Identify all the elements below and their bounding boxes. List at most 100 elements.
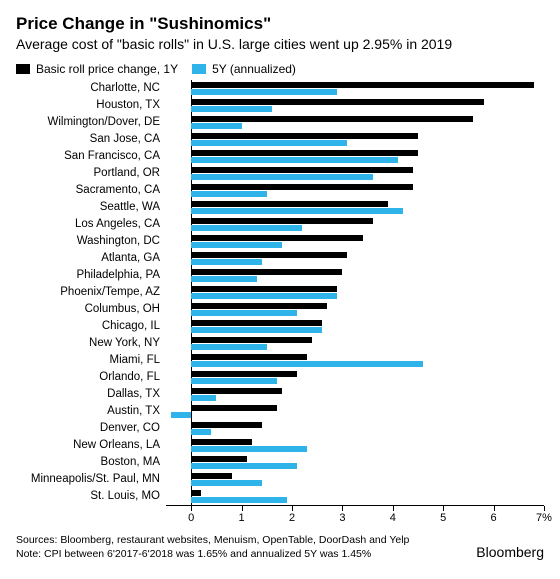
bar — [191, 337, 312, 343]
row-bars — [166, 250, 544, 267]
row-label: Los Angeles, CA — [16, 216, 166, 233]
row-label: Houston, TX — [16, 97, 166, 114]
bar — [191, 89, 337, 95]
bar — [191, 150, 418, 156]
bar — [191, 354, 307, 360]
row-bars — [166, 80, 544, 97]
row-label: Miami, FL — [16, 352, 166, 369]
x-tick — [292, 506, 293, 511]
bar — [191, 439, 251, 445]
row-bars — [166, 454, 544, 471]
bar — [191, 361, 423, 367]
row-label: Sacramento, CA — [16, 182, 166, 199]
bar — [191, 259, 262, 265]
x-tick-label: 0 — [188, 512, 194, 524]
bar — [191, 446, 307, 452]
bar — [191, 133, 418, 139]
bar — [171, 412, 191, 418]
footer-text: Sources: Bloomberg, restaurant websites,… — [16, 533, 409, 561]
bar — [191, 174, 372, 180]
bar — [191, 473, 231, 479]
row-bars — [166, 97, 544, 114]
legend-swatch-5y — [192, 64, 206, 74]
bar — [191, 157, 398, 163]
bar — [191, 422, 262, 428]
bar — [191, 167, 413, 173]
chart-subtitle: Average cost of "basic rolls" in U.S. la… — [16, 36, 544, 54]
row-bars — [166, 233, 544, 250]
bar — [191, 327, 322, 333]
bar — [191, 269, 342, 275]
row-label: New York, NY — [16, 335, 166, 352]
x-tick-label: 4 — [390, 512, 396, 524]
footer-sources: Sources: Bloomberg, restaurant websites,… — [16, 533, 409, 547]
row-bars — [166, 301, 544, 318]
brand: Bloomberg — [476, 544, 544, 561]
row-label: Philadelphia, PA — [16, 267, 166, 284]
legend-item-5y: 5Y (annualized) — [192, 62, 296, 76]
bar — [191, 456, 246, 462]
bar — [191, 490, 201, 496]
x-tick-label: 6 — [491, 512, 497, 524]
bar — [191, 225, 302, 231]
x-tick-label: 5 — [440, 512, 446, 524]
bar — [191, 252, 347, 258]
row-label: San Francisco, CA — [16, 148, 166, 165]
bar — [191, 82, 534, 88]
x-tick-label: 2 — [289, 512, 295, 524]
x-axis: 01234567% — [166, 505, 544, 527]
legend: Basic roll price change, 1Y 5Y (annualiz… — [16, 62, 544, 76]
legend-label-1y: Basic roll price change, 1Y — [36, 62, 178, 76]
bar — [191, 480, 262, 486]
row-label: Columbus, OH — [16, 301, 166, 318]
row-label: Phoenix/Tempe, AZ — [16, 284, 166, 301]
y-axis-labels: Charlotte, NCHouston, TXWilmington/Dover… — [16, 80, 166, 527]
row-bars — [166, 148, 544, 165]
row-bars — [166, 386, 544, 403]
x-tick-label: 7% — [536, 512, 552, 524]
bar — [191, 106, 272, 112]
bar — [191, 371, 297, 377]
bar — [191, 235, 362, 241]
bar — [191, 378, 277, 384]
bar — [191, 293, 337, 299]
row-label: Seattle, WA — [16, 199, 166, 216]
x-tick — [191, 506, 192, 511]
row-bars — [166, 114, 544, 131]
row-label: Charlotte, NC — [16, 80, 166, 97]
bar — [191, 320, 322, 326]
row-bars — [166, 335, 544, 352]
bar — [191, 405, 277, 411]
bar — [191, 463, 297, 469]
bar — [191, 497, 287, 503]
bar — [191, 286, 337, 292]
row-bars — [166, 488, 544, 505]
row-label: Portland, OR — [16, 165, 166, 182]
legend-item-1y: Basic roll price change, 1Y — [16, 62, 178, 76]
row-label: Minneapolis/St. Paul, MN — [16, 471, 166, 488]
x-tick-label: 1 — [239, 512, 245, 524]
footer-note: Note: CPI between 6'2017-6'2018 was 1.65… — [16, 547, 409, 561]
row-bars — [166, 420, 544, 437]
row-bars — [166, 284, 544, 301]
plot-wrap: 01234567% — [166, 80, 544, 527]
row-bars — [166, 182, 544, 199]
plot — [166, 80, 544, 505]
footer: Sources: Bloomberg, restaurant websites,… — [16, 533, 544, 561]
bar — [191, 123, 241, 129]
row-label: Austin, TX — [16, 403, 166, 420]
bar — [191, 116, 473, 122]
chart-title: Price Change in "Sushinomics" — [16, 14, 544, 34]
row-label: St. Louis, MO — [16, 488, 166, 505]
bar — [191, 310, 297, 316]
row-label: Orlando, FL — [16, 369, 166, 386]
bar — [191, 201, 388, 207]
bar — [191, 99, 483, 105]
x-tick — [544, 506, 545, 511]
x-tick-label: 3 — [339, 512, 345, 524]
bar — [191, 344, 267, 350]
bar — [191, 191, 267, 197]
legend-swatch-1y — [16, 64, 30, 74]
bar — [191, 276, 257, 282]
chart-container: Price Change in "Sushinomics" Average co… — [0, 0, 560, 579]
